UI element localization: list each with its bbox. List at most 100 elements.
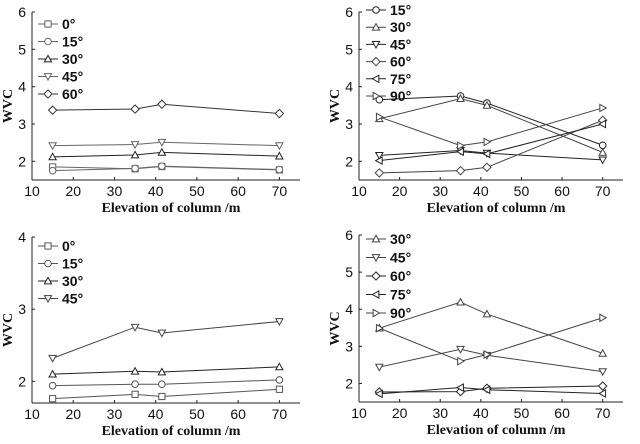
series-45° (48, 318, 284, 363)
legend-label: 75° (390, 287, 411, 303)
legend-label: 15° (62, 256, 83, 272)
x-tick-label: 30 (107, 183, 123, 199)
y-tick-label: 6 (345, 4, 353, 20)
data-point (157, 367, 167, 376)
series-line (379, 385, 603, 393)
y-tick-label: 3 (18, 301, 26, 317)
y-tick-label: 2 (18, 373, 26, 389)
x-tick-label: 50 (514, 405, 530, 421)
data-point (457, 356, 466, 366)
data-point (374, 389, 383, 399)
y-tick-label: 2 (345, 375, 353, 391)
legend-label: 15° (62, 34, 83, 50)
data-point (131, 380, 139, 389)
y-tick-label: 3 (18, 116, 26, 132)
series-line (379, 301, 603, 354)
y-tick-label: 5 (345, 264, 353, 280)
data-point (130, 141, 140, 150)
data-point (131, 164, 139, 173)
series-line (52, 141, 280, 147)
y-tick-label: 2 (18, 153, 26, 169)
data-point (48, 152, 58, 161)
data-point (275, 385, 283, 393)
x-axis-label: Elevation of column /m (427, 423, 566, 438)
data-point (599, 313, 608, 323)
data-point (48, 166, 57, 175)
series-line (52, 320, 280, 359)
data-point (274, 151, 284, 160)
y-tick-label: 6 (345, 227, 353, 243)
y-tick-label: 3 (345, 338, 353, 354)
x-tick-label: 20 (392, 405, 408, 421)
data-point (374, 168, 385, 178)
legend-marker (371, 22, 381, 31)
legend-marker (44, 37, 52, 46)
x-axis-label: Elevation of column /m (102, 424, 241, 439)
legend-marker (371, 234, 381, 243)
x-tick-label: 10 (351, 183, 367, 199)
data-point (483, 137, 492, 147)
y-tick-label: 4 (18, 229, 26, 245)
data-point (456, 93, 465, 102)
y-tick-label: 6 (18, 4, 26, 20)
legend-label: 45° (390, 250, 411, 266)
data-point (375, 112, 384, 122)
x-tick-label: 50 (189, 183, 205, 199)
series-90° (375, 313, 608, 366)
legend-label: 45° (62, 291, 83, 307)
legend-marker (371, 74, 380, 84)
x-tick-label: 30 (432, 183, 448, 199)
data-point (275, 165, 284, 174)
data-point (48, 142, 58, 151)
legend-label: 0° (62, 16, 75, 32)
series-0° (49, 385, 283, 403)
series-line (379, 123, 603, 162)
x-tick-label: 20 (392, 183, 408, 199)
series-line (379, 387, 603, 395)
series-line (52, 366, 280, 375)
series-90° (375, 103, 608, 151)
data-point (374, 151, 384, 160)
x-tick-label: 40 (148, 406, 164, 422)
data-point (482, 162, 492, 173)
data-point (456, 297, 465, 306)
data-point (157, 99, 167, 110)
legend-marker (44, 259, 52, 268)
y-tick-label: 4 (18, 79, 26, 95)
legend-label: 75° (390, 71, 411, 87)
series-60° (374, 381, 608, 397)
legend-marker (44, 242, 52, 250)
series-30° (48, 362, 284, 378)
legend-marker (43, 295, 53, 304)
chart-panel-4: 2 3 4 5 6 10 20 30 40 50 60 70 Elevation of column /… (328, 227, 623, 438)
x-tick-label: 50 (514, 183, 530, 199)
legend-label: 60° (390, 268, 411, 284)
x-tick-label: 60 (554, 183, 570, 199)
data-point (456, 345, 465, 354)
x-tick-label: 10 (24, 183, 40, 199)
series-line (379, 348, 603, 373)
data-point (597, 381, 608, 391)
data-point (598, 141, 607, 150)
series-60° (374, 115, 608, 178)
x-tick-label: 60 (554, 405, 570, 421)
data-point (457, 141, 466, 151)
data-point (374, 363, 384, 372)
legend-marker (371, 254, 381, 263)
x-tick-label: 30 (432, 405, 448, 421)
data-point (455, 147, 464, 157)
y-axis-label: WVC (1, 89, 16, 123)
x-tick-label: 60 (230, 183, 246, 199)
legend-marker (372, 6, 380, 14)
chart-panel-2: 2 3 4 5 6 10 20 30 40 50 60 70 Elevation of column /… (328, 2, 623, 216)
legend-label: 45° (62, 69, 83, 85)
data-point (49, 395, 57, 403)
x-tick-label: 10 (24, 406, 40, 422)
series-15° (48, 376, 284, 390)
y-tick-label: 2 (345, 153, 353, 169)
x-tick-label: 30 (107, 406, 123, 422)
legend-label: 45° (390, 36, 411, 52)
x-tick-label: 40 (473, 183, 489, 199)
